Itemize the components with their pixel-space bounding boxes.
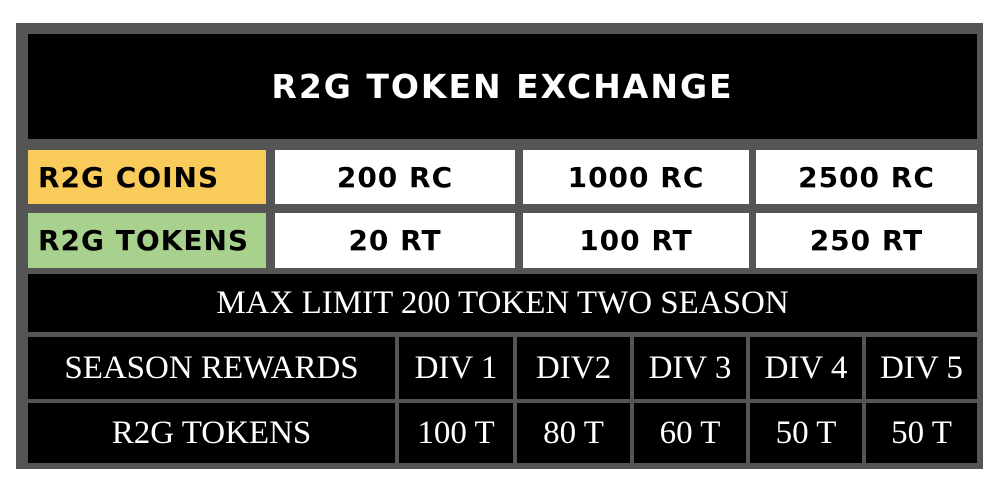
token-exchange-table: R2G TOKEN EXCHANGE R2G COINS 200 RC 1000… [16,23,983,469]
coins-value: 200 RC [275,150,515,204]
tokens-label: R2G TOKENS [28,213,266,268]
tokens-value: 20 RT [275,213,515,268]
division-header: DIV2 [517,337,630,399]
tokens-value: 100 RT [523,213,749,268]
max-limit-banner: MAX LIMIT 200 TOKEN TWO SEASON [28,274,977,332]
reward-tokens-label: R2G TOKENS [28,403,395,463]
division-header: DIV 3 [634,337,746,399]
reward-tokens-value: 80 T [517,403,630,463]
tokens-value: 250 RT [756,213,977,268]
coins-value: 2500 RC [756,150,977,204]
division-header: DIV 4 [750,337,862,399]
coins-label: R2G COINS [28,150,266,204]
coins-value: 1000 RC [523,150,749,204]
reward-tokens-value: 100 T [399,403,513,463]
season-rewards-label: SEASON REWARDS [28,337,395,399]
reward-tokens-value: 50 T [750,403,862,463]
reward-tokens-value: 50 T [866,403,977,463]
division-header: DIV 5 [866,337,977,399]
division-header: DIV 1 [399,337,513,399]
reward-tokens-value: 60 T [634,403,746,463]
table-title: R2G TOKEN EXCHANGE [28,34,977,139]
